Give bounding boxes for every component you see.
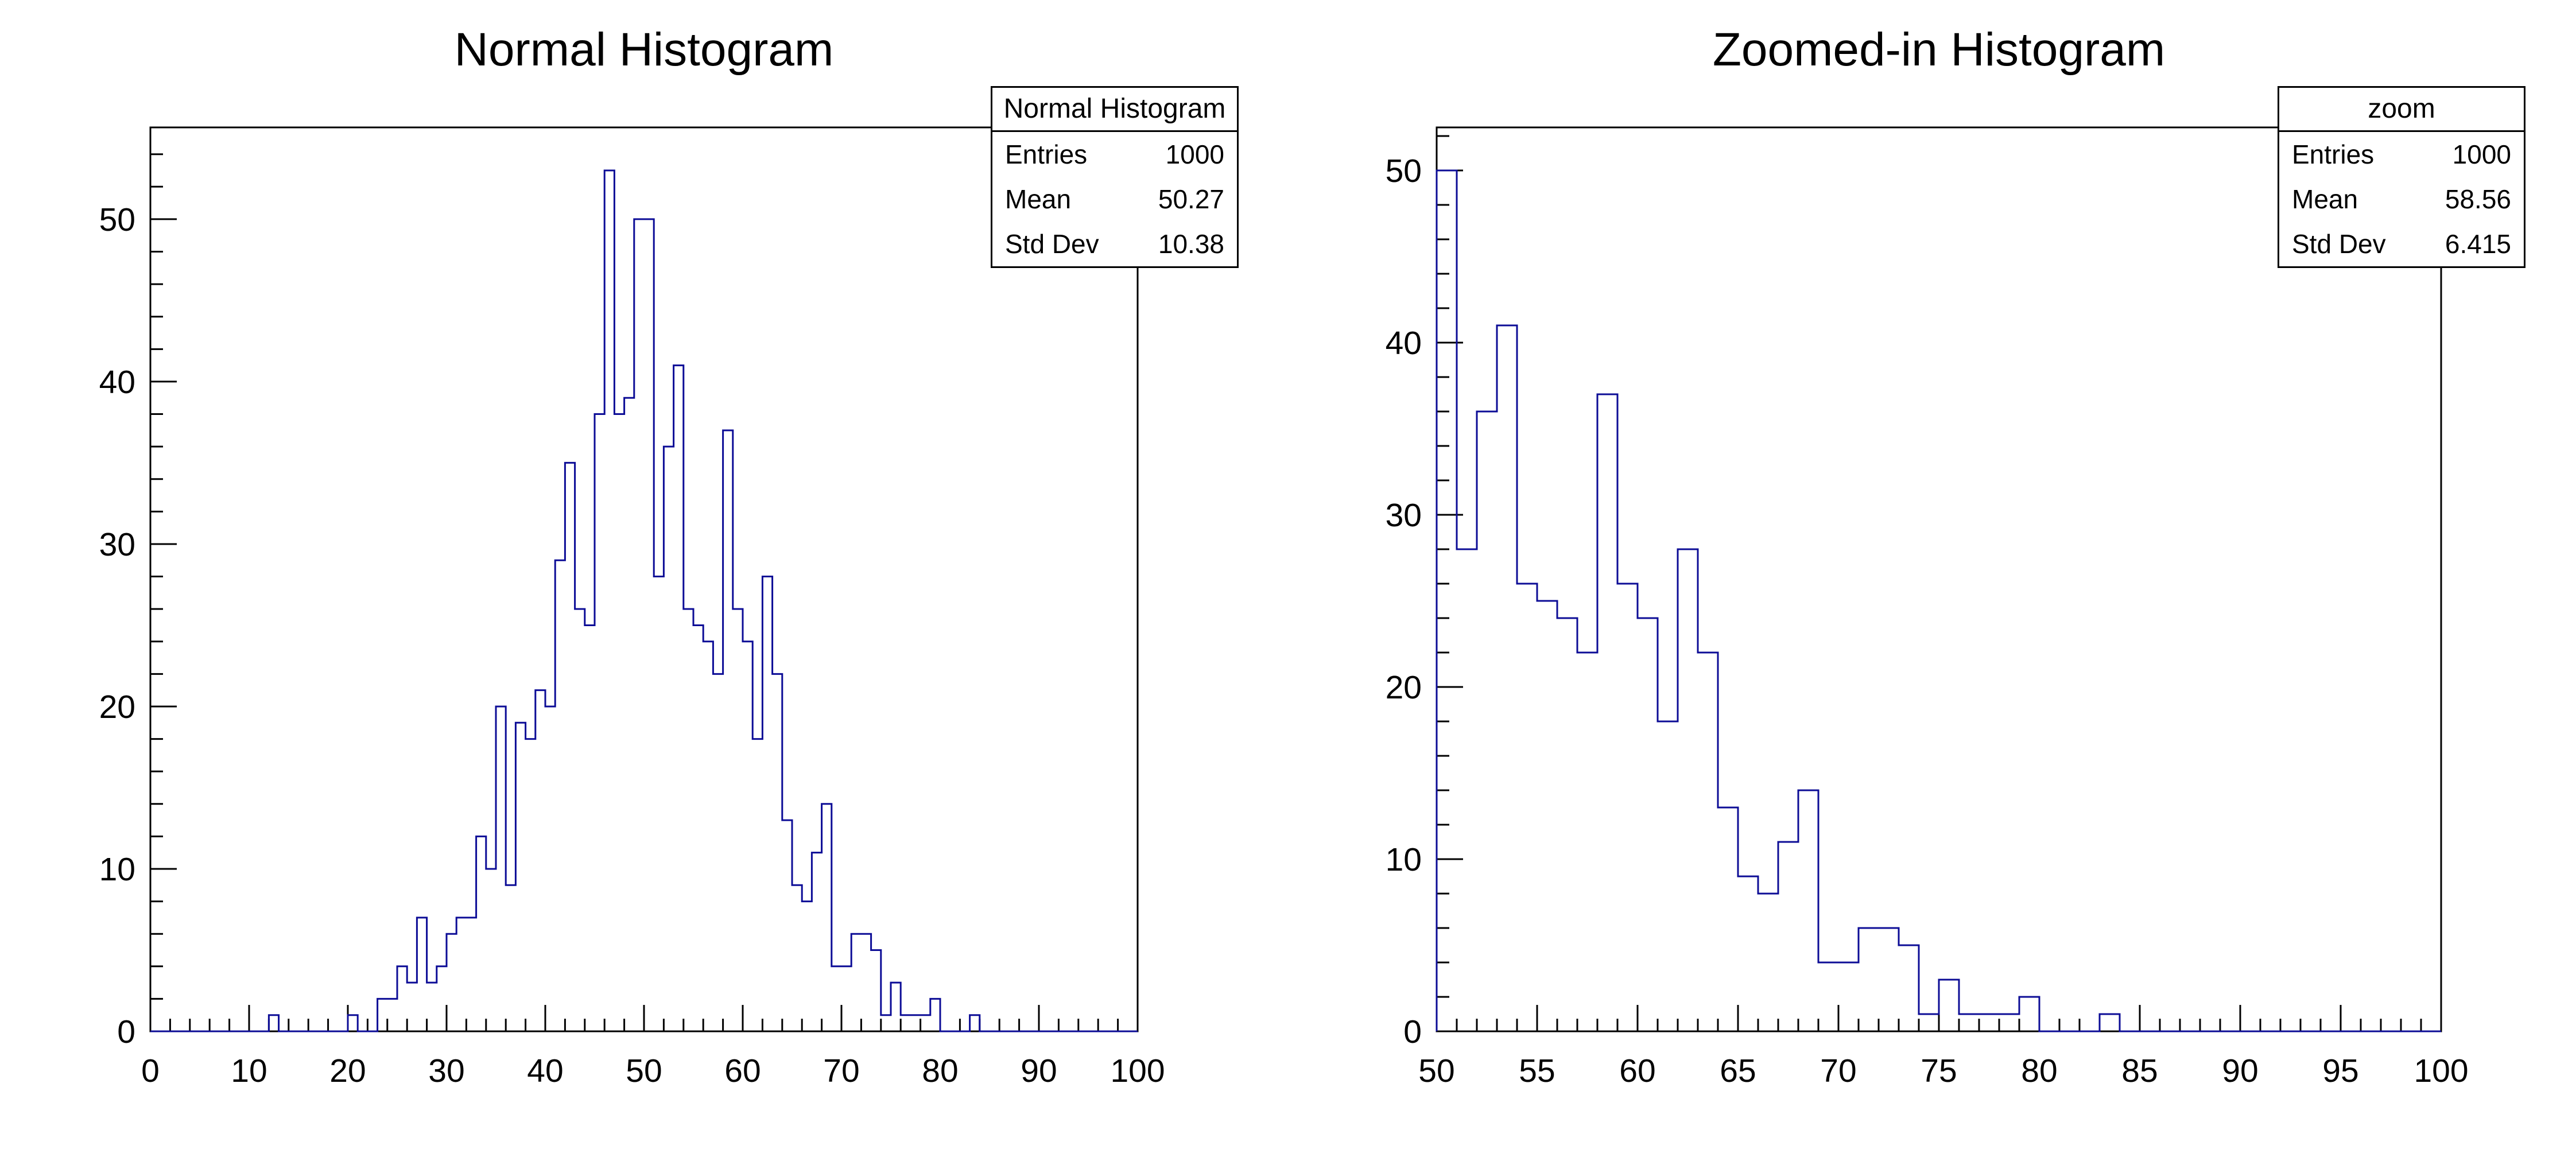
y-axis-tick-label: 20 [99, 689, 135, 725]
x-axis-tick-label: 90 [2222, 1053, 2258, 1089]
x-axis: 50 55 60 65 70 75 80 85 90 95 100 [1418, 1005, 2469, 1089]
stats-value: 58.56 [2445, 184, 2511, 214]
stats-label: Std Dev [2292, 229, 2386, 259]
y-axis-tick-label: 30 [99, 526, 135, 563]
stats-value: 6.415 [2445, 229, 2511, 259]
x-axis-tick-label: 50 [1418, 1053, 1454, 1089]
stats-label: Std Dev [1005, 229, 1099, 259]
plot-frame [149, 126, 1139, 1032]
x-axis-tick-label: 60 [724, 1053, 761, 1089]
y-axis-tick-label: 20 [1386, 669, 1422, 706]
stats-value: 50.27 [1158, 184, 1224, 214]
left-pad-title: Normal Histogram [454, 24, 834, 76]
right-pad: 50 55 60 65 70 75 80 85 90 95 100 0 10 20 30 40 50 [1386, 126, 2469, 1089]
stats-row-stddev: Std Dev 6.415 [2279, 222, 2524, 266]
y-axis: 0 10 20 30 40 50 [99, 153, 177, 1050]
stats-row-mean: Mean 50.27 [992, 177, 1237, 222]
histogram-outline [150, 169, 1138, 1032]
x-axis-tick-label: 65 [1720, 1053, 1756, 1089]
right-pad-title: Zoomed-in Histogram [1712, 24, 2166, 76]
x-axis-tick-label: 60 [1619, 1053, 1655, 1089]
y-axis-tick-label: 30 [1386, 497, 1422, 534]
stats-box-title: Normal Histogram [992, 88, 1237, 132]
y-axis-tick-label: 40 [1386, 325, 1422, 362]
stats-label: Entries [2292, 139, 2375, 169]
x-axis-tick-label: 30 [428, 1053, 464, 1089]
stats-label: Mean [1005, 184, 1072, 214]
x-axis-tick-label: 75 [1921, 1053, 1957, 1089]
stats-value: 1000 [1165, 139, 1224, 169]
x-axis-tick-label: 100 [1110, 1053, 1165, 1089]
x-axis-tick-label: 55 [1519, 1053, 1555, 1089]
left-pad: 0 10 20 30 40 50 60 70 80 90 100 0 10 20 30 40 50 [99, 126, 1165, 1089]
stats-row-entries: Entries 1000 [992, 132, 1237, 177]
y-axis-tick-label: 10 [99, 851, 135, 888]
stats-value: 10.38 [1158, 229, 1224, 259]
x-axis-tick-label: 50 [626, 1053, 662, 1089]
x-axis-tick-label: 85 [2121, 1053, 2158, 1089]
x-axis-tick-label: 80 [2021, 1053, 2057, 1089]
x-axis-tick-label: 20 [329, 1053, 366, 1089]
y-axis-tick-label: 0 [1403, 1014, 1422, 1050]
x-axis-tick-label: 80 [922, 1053, 958, 1089]
x-axis-tick-label: 10 [231, 1053, 267, 1089]
stats-label: Mean [2292, 184, 2358, 214]
x-axis-tick-label: 100 [2414, 1053, 2468, 1089]
stats-box-title: zoom [2279, 88, 2524, 132]
stats-label: Entries [1005, 139, 1088, 169]
x-axis-tick-label: 70 [1820, 1053, 1856, 1089]
y-axis-tick-label: 50 [99, 201, 135, 238]
x-axis-tick-label: 40 [527, 1053, 563, 1089]
x-axis: 0 10 20 30 40 50 60 70 80 90 100 [141, 1005, 1165, 1089]
stats-row-stddev: Std Dev 10.38 [992, 222, 1237, 266]
histogram-outline [1436, 169, 2441, 1032]
stats-row-entries: Entries 1000 [2279, 132, 2524, 177]
stats-row-mean: Mean 58.56 [2279, 177, 2524, 222]
x-axis-tick-label: 0 [141, 1053, 160, 1089]
y-axis-tick-label: 0 [117, 1014, 135, 1050]
x-axis-tick-label: 95 [2322, 1053, 2358, 1089]
x-axis-tick-label: 90 [1021, 1053, 1057, 1089]
left-stats-box: Normal Histogram Entries 1000 Mean 50.27… [991, 86, 1239, 268]
y-axis: 0 10 20 30 40 50 [1386, 135, 1463, 1050]
x-axis-tick-label: 70 [823, 1053, 859, 1089]
y-axis-tick-label: 10 [1386, 841, 1422, 878]
y-axis-tick-label: 40 [99, 364, 135, 401]
right-stats-box: zoom Entries 1000 Mean 58.56 Std Dev 6.4… [2278, 86, 2525, 268]
stats-value: 1000 [2452, 139, 2511, 169]
y-axis-tick-label: 50 [1386, 153, 1422, 189]
